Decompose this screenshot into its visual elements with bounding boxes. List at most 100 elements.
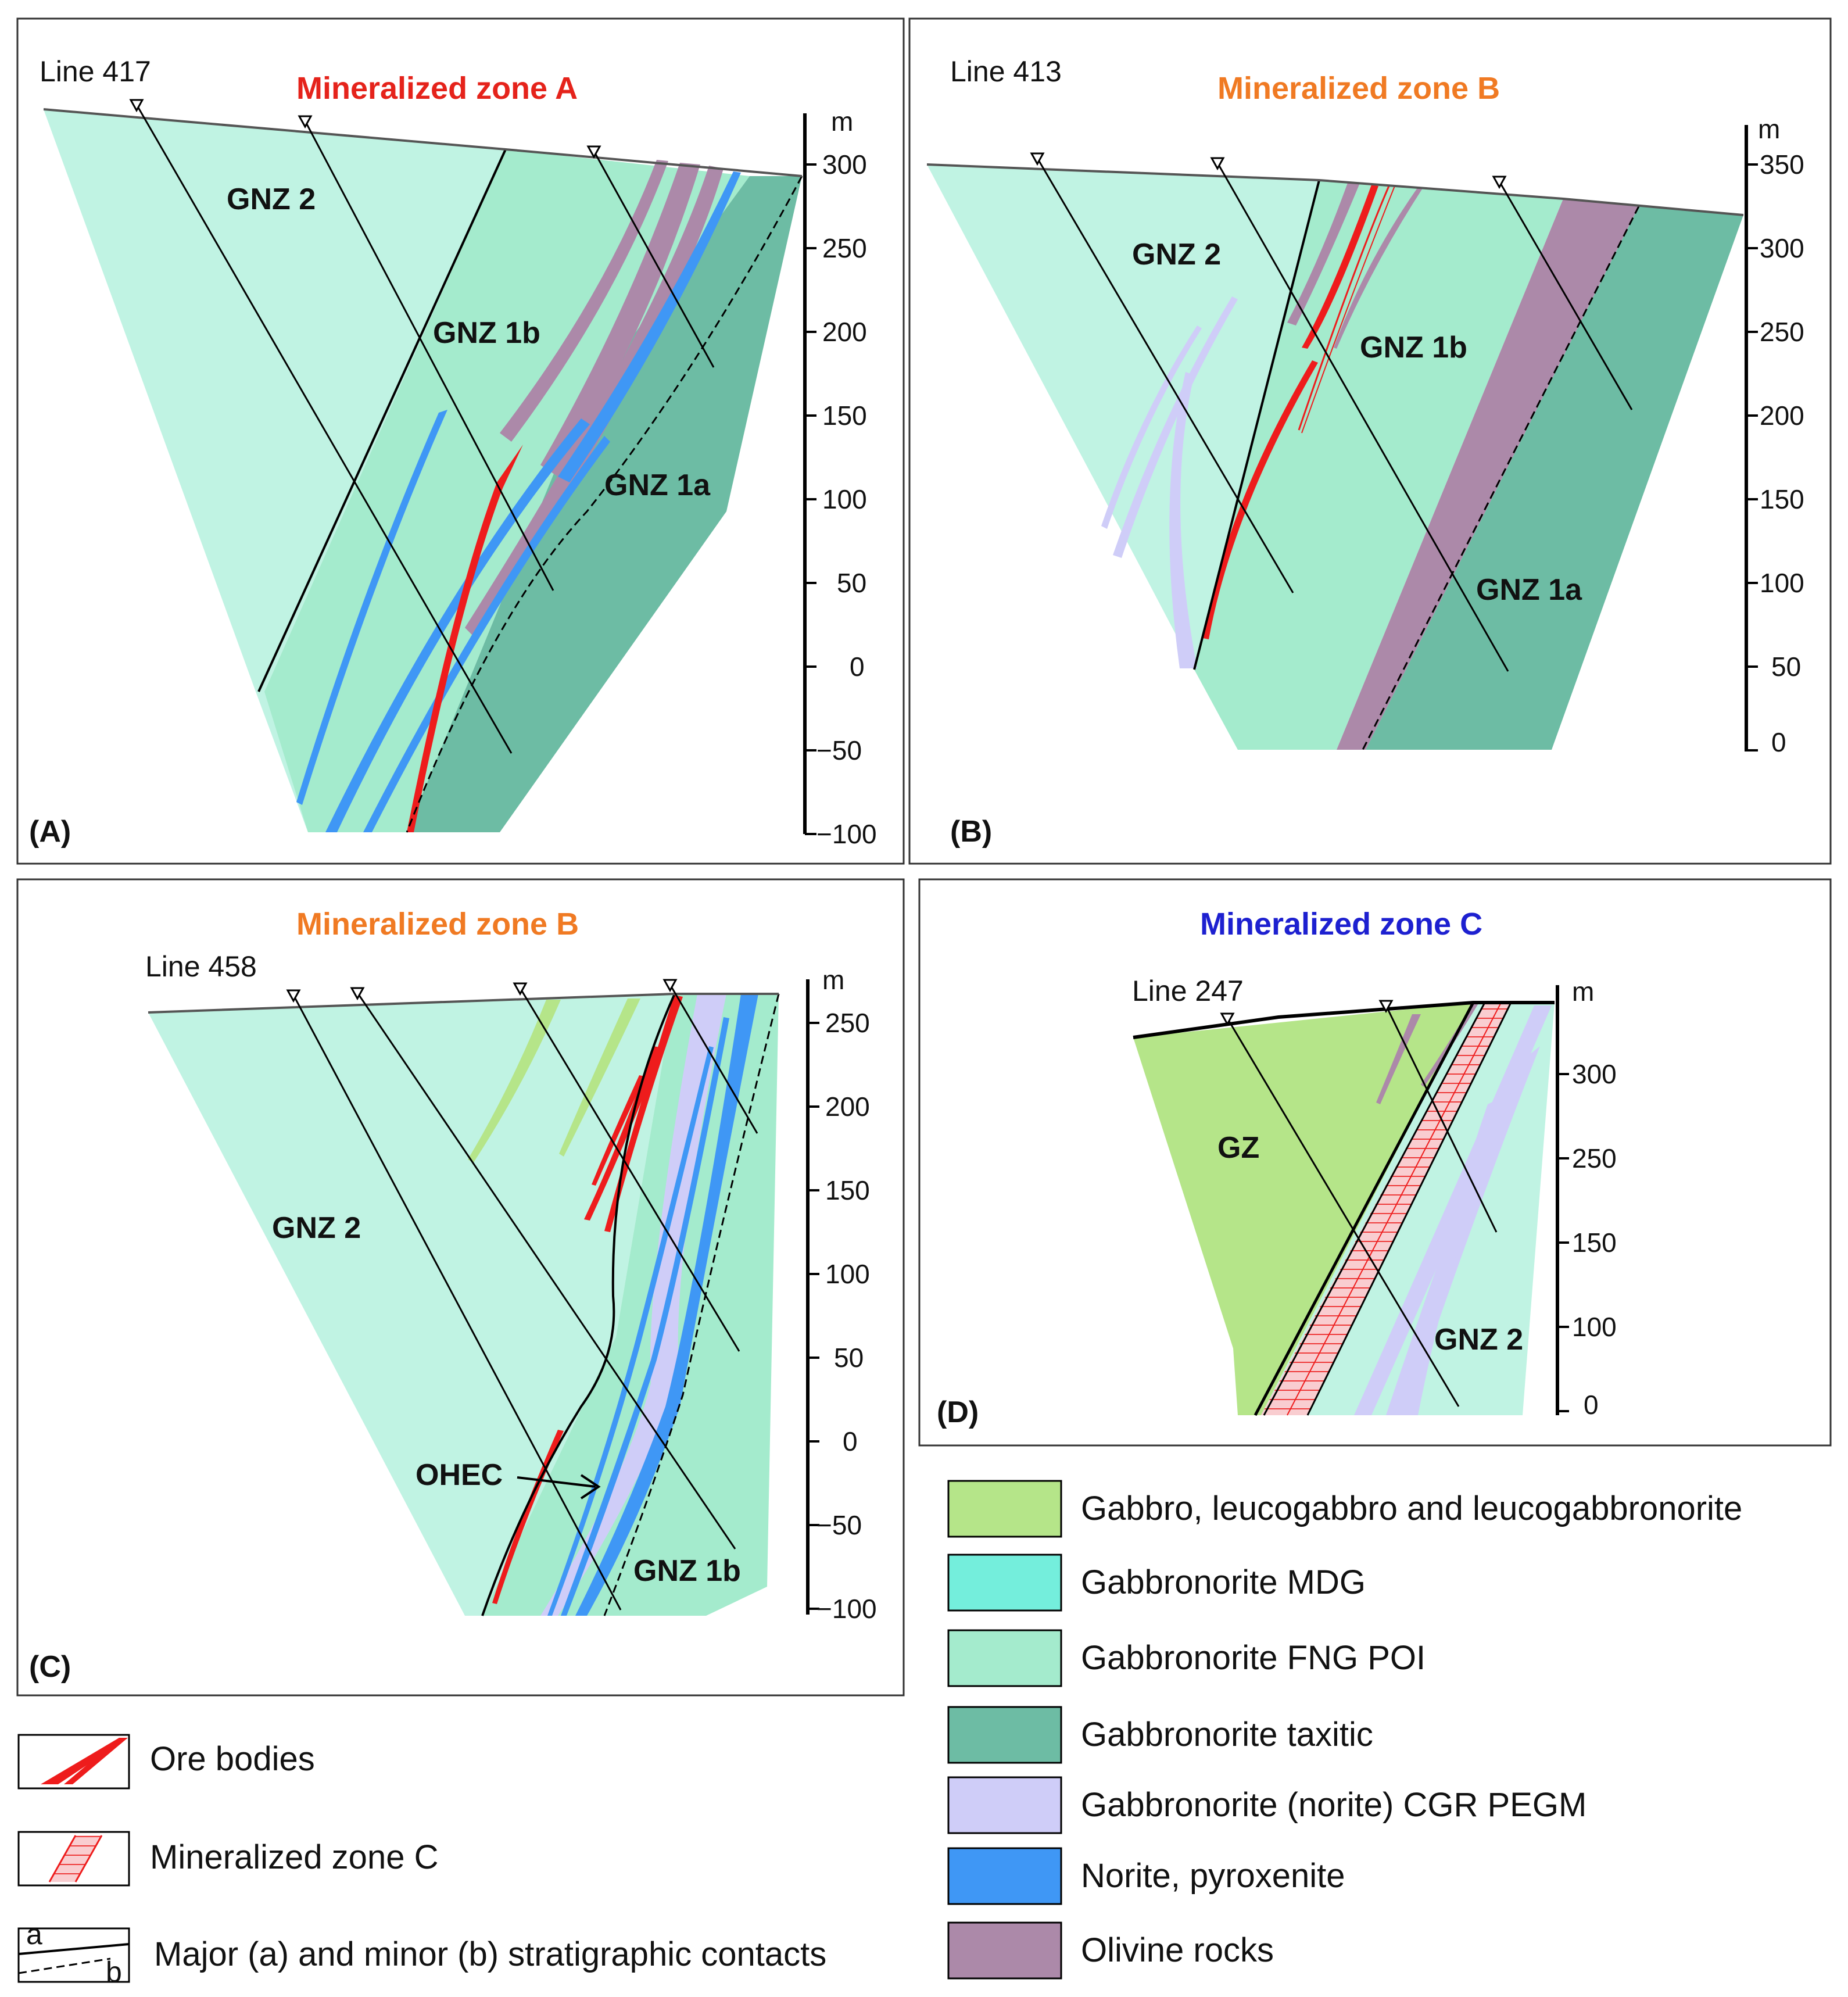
scale-ticks-c [808, 1022, 819, 1610]
tick-label: 300 [822, 149, 867, 180]
legend-label: Gabbronorite taxitic [1081, 1716, 1373, 1753]
olivine-band [1337, 199, 1639, 750]
tick-label: 0 [843, 1426, 858, 1456]
legend-item: Gabbronorite (norite) CGR PEGM [947, 1776, 1586, 1834]
scale-unit-b: m [1758, 114, 1780, 144]
zone-label-gnz1a: GNZ 1a [1476, 573, 1582, 607]
legend-label: Norite, pyroxenite [1081, 1857, 1345, 1895]
zone-label-gnz2: GNZ 2 [227, 182, 316, 216]
tick-label: 200 [822, 317, 867, 347]
norite-swatch [947, 1847, 1062, 1905]
legend-label: Gabbro, leucogabbro and leucogabbronorit… [1081, 1490, 1742, 1527]
tick-label: 200 [825, 1091, 870, 1122]
tick-label: 0 [1584, 1390, 1599, 1420]
scale-ticks-d [1557, 1073, 1569, 1412]
zone-label-gnz1b: GNZ 1b [1360, 331, 1467, 364]
zone-label-gnz1b: GNZ 1b [433, 316, 540, 350]
tick-label: 250 [1572, 1143, 1617, 1173]
ore-body-swatch [64, 1738, 128, 1784]
gnz1b-unit [1194, 180, 1563, 750]
legend-item: Norite, pyroxenite [947, 1847, 1345, 1905]
tick-label: 0 [1771, 727, 1786, 757]
tick-label: −100 [816, 1594, 877, 1624]
legend-item: Gabbronorite MDG [947, 1554, 1366, 1612]
tick-label: −50 [816, 735, 862, 765]
legend-ore-bodies: Ore bodies [17, 1734, 315, 1790]
zone-label-ohec: OHEC [416, 1458, 503, 1492]
zone-label-gnz2: GNZ 2 [1434, 1323, 1523, 1357]
zone-label-gnz1a: GNZ 1a [604, 468, 711, 502]
panel-label-a: (A) [29, 815, 71, 849]
gnz2-unit [148, 994, 674, 1616]
title-zone-c: Mineralized zone C [1200, 907, 1482, 942]
tick-label: 200 [1760, 400, 1804, 431]
minor-contact-line [18, 1957, 111, 1974]
tick-label: 0 [850, 652, 865, 682]
tick-label: 50 [837, 568, 866, 598]
tick-label: 50 [1771, 652, 1801, 682]
title-zone-b-c: Mineralized zone B [296, 907, 579, 942]
tick-label: 250 [825, 1008, 870, 1038]
scale-unit-a: m [831, 106, 853, 137]
fng-swatch [947, 1629, 1062, 1687]
legend-mineralized-zone-c: Mineralized zone C [17, 1831, 438, 1887]
panel-b: m 350 300 250 200 150 100 50 0 Line 413 … [908, 17, 1832, 865]
tick-label: 300 [1572, 1059, 1617, 1089]
contact-a-label: a [26, 1918, 42, 1951]
tick-label: 300 [1760, 233, 1804, 263]
tick-label: 150 [825, 1175, 870, 1205]
panel-label-d: (D) [937, 1395, 979, 1429]
mineralized-zone-c-swatch [49, 1835, 102, 1882]
tick-label: −50 [816, 1510, 862, 1540]
tick-label: 150 [1572, 1227, 1617, 1258]
legend-right: Gabbro, leucogabbro and leucogabbronorit… [947, 1480, 1742, 1980]
panel-d: m 300 250 150 100 0 Line 247 Mineralized… [918, 878, 1832, 1447]
legend-contacts-label: Major (a) and minor (b) stratigraphic co… [154, 1935, 826, 1973]
taxitic-swatch [947, 1706, 1062, 1764]
panel-c: m 250 200 150 100 50 0 −50 −100 Line 458… [16, 878, 905, 1697]
gnz1a-unit [407, 176, 802, 832]
legend-item: Gabbronorite taxitic [947, 1706, 1373, 1764]
legend-label: Gabbronorite (norite) CGR PEGM [1081, 1786, 1586, 1824]
major-contact-line [18, 1943, 130, 1955]
legend-label: Olivine rocks [1081, 1931, 1274, 1969]
tick-label: 350 [1760, 149, 1804, 180]
contact-b-label: b [106, 1956, 122, 1988]
tick-label: −100 [816, 819, 877, 849]
tick-label: 150 [1760, 484, 1804, 514]
line-label-d: Line 247 [1132, 975, 1244, 1007]
legend-item: Gabbro, leucogabbro and leucogabbronorit… [947, 1480, 1742, 1538]
gnz1a-unit [1366, 206, 1743, 750]
panel-label-c: (C) [29, 1650, 71, 1684]
panel-a: m 300 250 200 150 100 50 0 −50 −100 Line… [16, 17, 905, 865]
tick-label: 100 [1760, 568, 1804, 598]
tick-label: 150 [822, 400, 867, 431]
scale-unit-c: m [822, 965, 844, 995]
olivine-swatch [947, 1921, 1062, 1980]
legend-item: Olivine rocks [947, 1921, 1274, 1980]
tick-label: 50 [834, 1343, 864, 1373]
legend-ore-bodies-label: Ore bodies [150, 1740, 315, 1778]
legend-left: Ore bodies Mineralized zone C a b Major … [17, 1734, 826, 1988]
tick-label: 100 [822, 484, 867, 514]
zone-label-gnz1b: GNZ 1b [633, 1554, 741, 1588]
panel-label-b: (B) [950, 815, 992, 849]
zone-label-gz: GZ [1217, 1131, 1259, 1165]
tick-label: 250 [1760, 317, 1804, 347]
title-zone-a: Mineralized zone A [296, 71, 578, 106]
line-label-b: Line 413 [950, 55, 1062, 88]
tick-label: 250 [822, 233, 867, 263]
gabbro-swatch [947, 1480, 1062, 1538]
line-label-a: Line 417 [40, 55, 151, 88]
scale-unit-d: m [1572, 976, 1594, 1007]
scale-ticks-b [1746, 163, 1758, 751]
mdg-swatch [947, 1554, 1062, 1612]
zone-label-gnz2: GNZ 2 [272, 1211, 361, 1245]
mineralized-zone-c-band [1261, 1003, 1511, 1415]
scale-ticks-a [805, 163, 816, 835]
legend-item: Gabbronorite FNG POI [947, 1629, 1426, 1687]
legend-label: Gabbronorite MDG [1081, 1563, 1366, 1601]
gz-unit [1133, 1003, 1473, 1415]
tick-label: 100 [825, 1259, 870, 1289]
